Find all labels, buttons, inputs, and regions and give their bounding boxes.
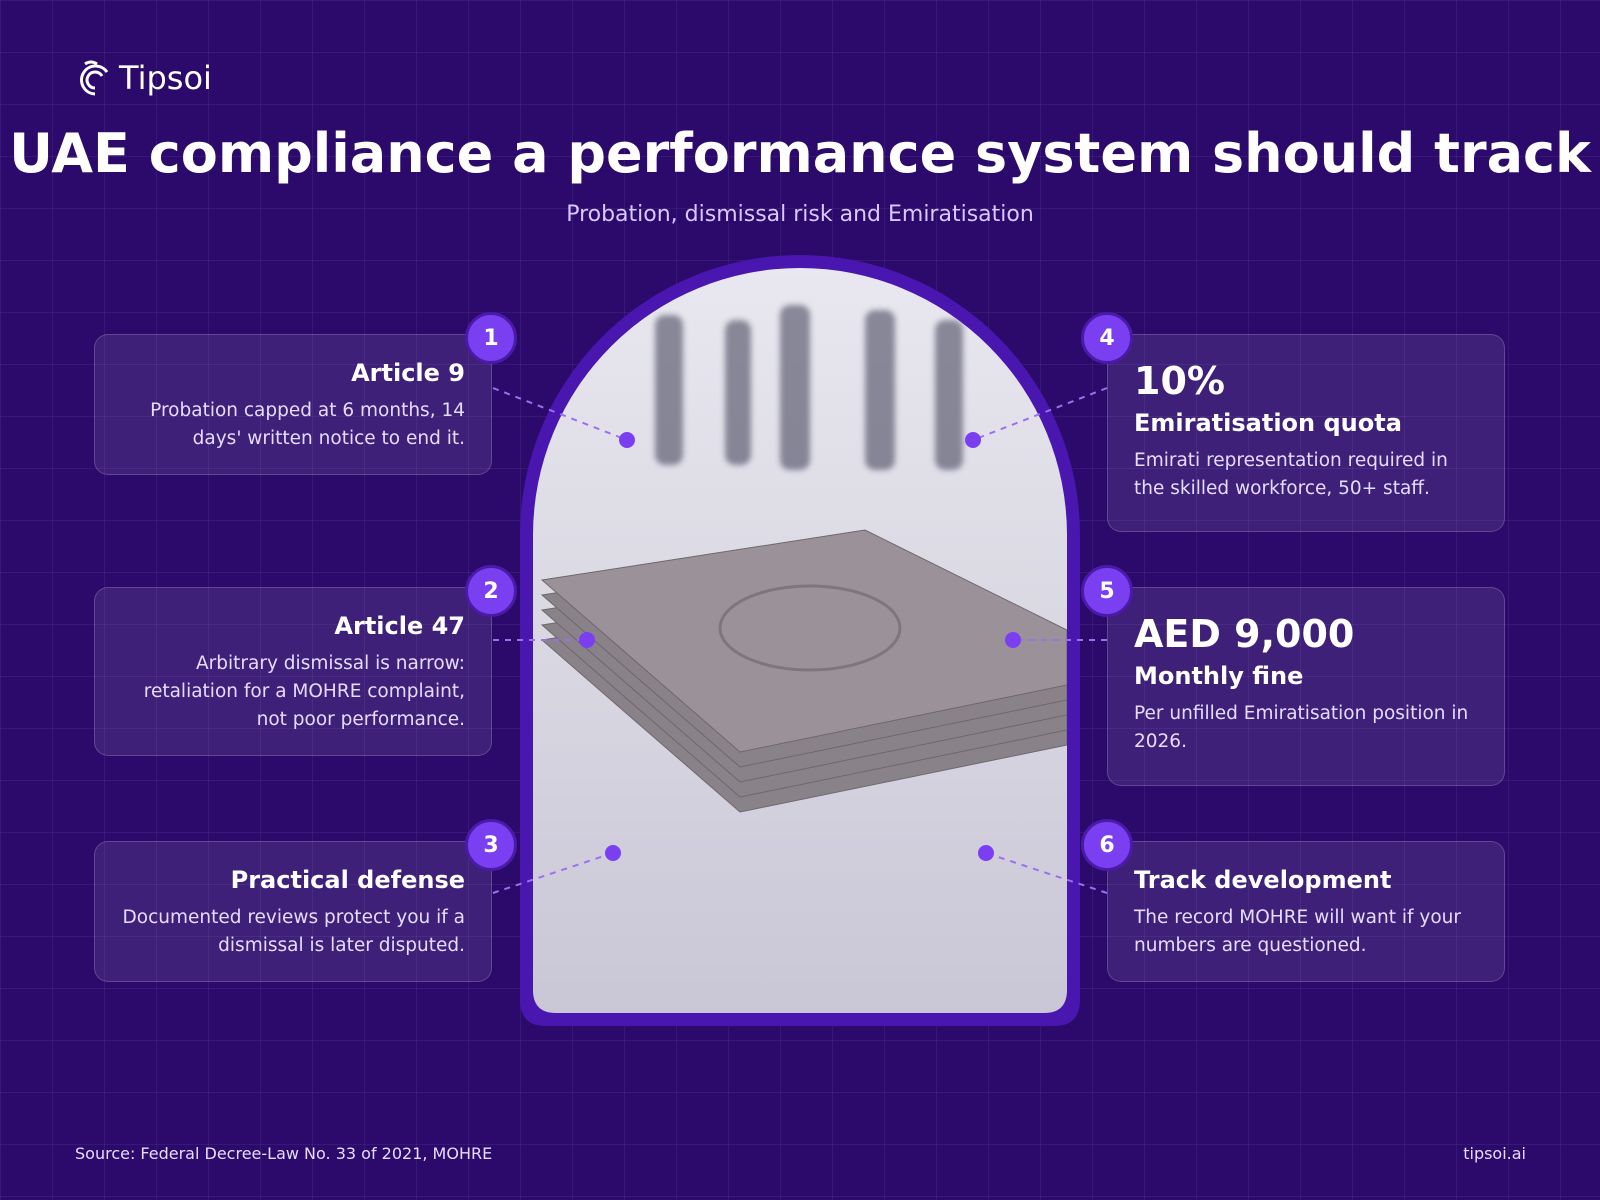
subtitle: Probation, dismissal risk and Emiratisat… [566,202,1034,227]
dot [978,845,994,861]
connector [972,387,1108,441]
card: Track development The record MOHRE will w… [1107,841,1505,982]
connector [985,852,1108,894]
dot [579,632,595,648]
site: tipsoi.ai [1463,1144,1526,1163]
card-heading: Track development [1134,866,1392,894]
badge: 2 [465,565,517,617]
badge: 5 [1081,565,1133,617]
brand: Tipsoi [119,59,212,97]
connector [492,852,614,894]
logo-icon [80,60,109,96]
card-stat: AED 9,000 [1134,612,1355,656]
card: Practical defense Documented reviews prot… [94,841,492,982]
badge: 6 [1081,819,1133,871]
card-heading: Article 47 [334,612,465,640]
dot [1005,632,1021,648]
card-heading: Emiratisation quota [1134,409,1402,437]
card-heading: Monthly fine [1134,662,1304,690]
badge: 4 [1081,312,1133,364]
title: UAE compliance a performance system shou… [9,122,1591,185]
photo [533,268,1067,1013]
card-text: Documented reviews protect you if a dism… [122,907,466,956]
card: AED 9,000 Monthly fine Per unfilled Emirat… [1107,587,1505,786]
card-text: Emirati representation required in the s… [1134,450,1448,499]
source: Source: Federal Decree-Law No. 33 of 202… [75,1144,493,1163]
dot [605,845,621,861]
dot [965,432,981,448]
card-stat: 10% [1134,359,1225,403]
card-heading: Article 9 [351,359,465,387]
badge: 1 [465,312,517,364]
card-text: The record MOHRE will want if your numbe… [1134,907,1462,956]
badge: 3 [465,819,517,871]
card-heading: Practical defense [230,866,465,894]
card-text: Probation capped at 6 months, 14 days' w… [150,400,465,449]
logo: Tipsoi [77,58,212,98]
card: Article 47 Arbitrary dismissal is narrow:… [94,587,492,756]
dot [619,432,635,448]
card-text: Per unfilled Emiratisation position in 2… [1134,703,1469,752]
card: Article 9 Probation capped at 6 months, 1… [94,334,492,475]
card: 10% Emiratisation quota Emirati representa… [1107,334,1505,532]
card-text: Arbitrary dismissal is narrow: retaliati… [143,653,465,730]
connector [492,387,628,441]
